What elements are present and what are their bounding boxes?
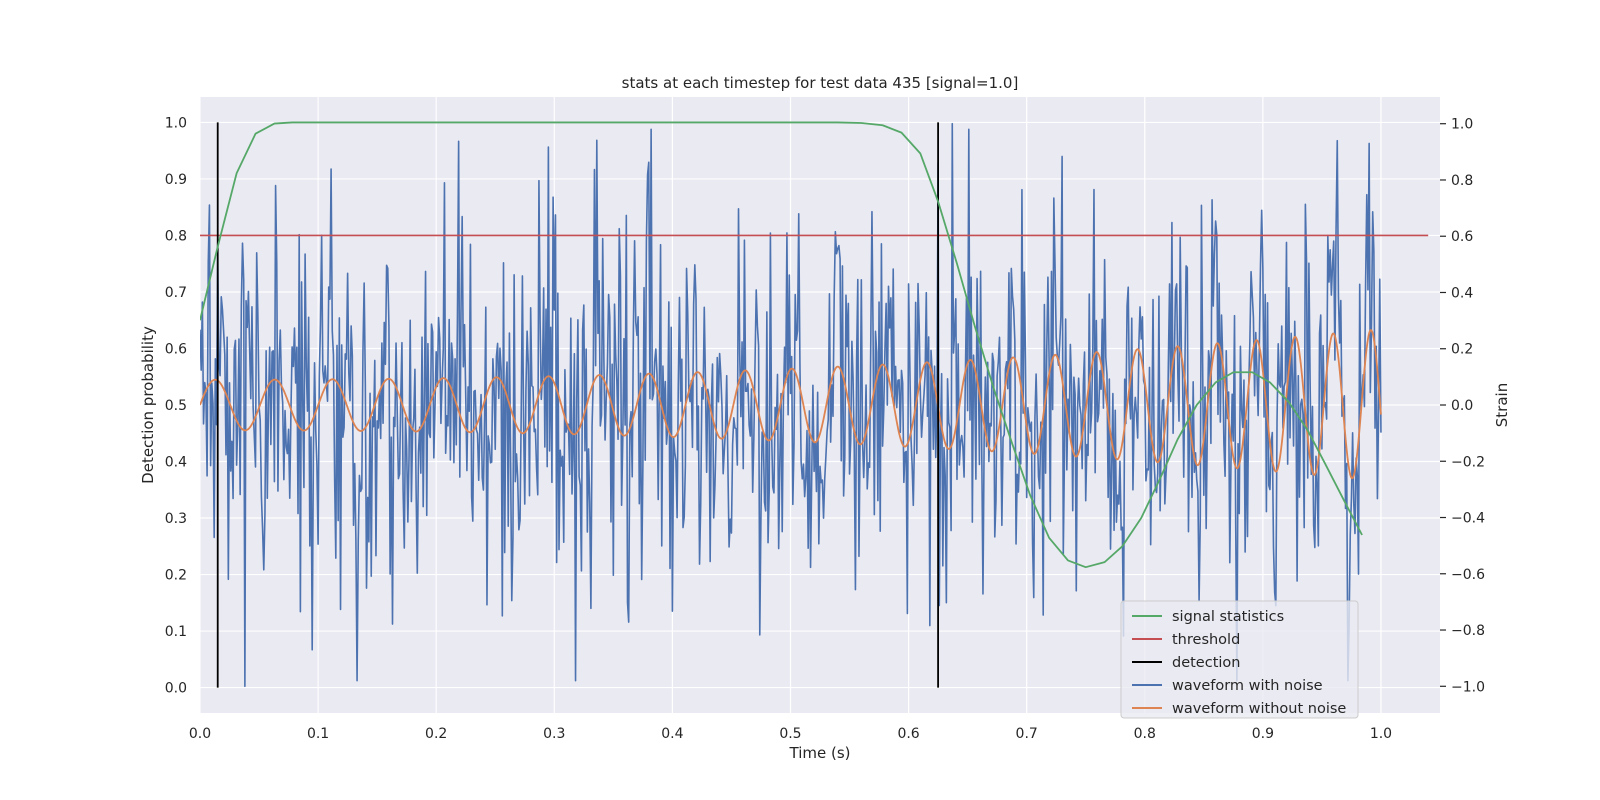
y-axis-ticks-left: 0.0 0.1 0.2 0.3 0.4 0.5 0.6 0.7 0.8 0.9 1.0	[165, 115, 187, 696]
legend-label-detection: detection	[1172, 655, 1240, 671]
y2-tick-label: 0.2	[1451, 342, 1473, 358]
x-tick-label: 0.6	[897, 726, 919, 742]
y2-tick-label: 1.0	[1451, 117, 1473, 133]
x-tick-label: 1.0	[1370, 726, 1392, 742]
x-axis-label: Time (s)	[789, 744, 851, 762]
y-tick-label: 0.0	[165, 681, 187, 697]
x-tick-label: 0.9	[1252, 726, 1274, 742]
y-tick-label: 0.3	[165, 511, 187, 527]
y-tick-label: 0.9	[165, 172, 187, 188]
y2-tick-label: −1.0	[1451, 679, 1485, 695]
legend: signal statistics threshold detection wa…	[1120, 600, 1359, 719]
y2-tick-label: −0.2	[1451, 454, 1485, 470]
legend-label-threshold: threshold	[1172, 632, 1240, 648]
y2-tick-label: −0.6	[1451, 567, 1485, 583]
x-tick-label: 0.3	[543, 726, 565, 742]
y2-tick-label: −0.8	[1451, 623, 1485, 639]
y2-tick-label: 0.6	[1451, 229, 1473, 245]
y-tick-label: 0.7	[165, 285, 187, 301]
x-axis-ticks: 0.0 0.1 0.2 0.3 0.4 0.5 0.6 0.7 0.8 0.9 1.0	[189, 726, 1392, 742]
series-layer	[200, 121, 1429, 688]
legend-box	[1120, 600, 1359, 719]
y2-tick-label: −0.4	[1451, 511, 1485, 527]
y2-tick-label: 0.4	[1451, 285, 1473, 301]
legend-label-waveform-without-noise: waveform without noise	[1172, 701, 1346, 717]
x-tick-label: 0.1	[307, 726, 329, 742]
y-tick-label: 1.0	[165, 115, 187, 131]
y2-tick-label: 0.0	[1451, 398, 1473, 414]
x-tick-label: 0.7	[1016, 726, 1038, 742]
series-waveform-without-noise	[200, 328, 1382, 480]
y-tick-label: 0.6	[165, 341, 187, 357]
legend-label-signal-statistics: signal statistics	[1172, 609, 1284, 625]
y-axis-ticks-right: −1.0 −0.8 −0.6 −0.4 −0.2 0.0 0.2 0.4 0.6 0.8 1.0	[1440, 117, 1485, 695]
y-tick-label: 0.4	[165, 455, 187, 471]
x-tick-label: 0.2	[425, 726, 447, 742]
chart-title: stats at each timestep for test data 435…	[622, 74, 1019, 92]
y-axis-label-left: Detection probability	[139, 326, 157, 484]
y-tick-label: 0.8	[165, 228, 187, 244]
x-tick-label: 0.5	[779, 726, 801, 742]
y-tick-label: 0.2	[165, 568, 187, 584]
y-tick-label: 0.5	[165, 398, 187, 414]
y2-tick-label: 0.8	[1451, 173, 1473, 189]
x-tick-label: 0.4	[661, 726, 683, 742]
x-tick-label: 0.0	[189, 726, 211, 742]
x-tick-label: 0.8	[1134, 726, 1156, 742]
series-signal-statistics	[200, 121, 1363, 569]
y-tick-label: 0.1	[165, 624, 187, 640]
y-axis-label-right: Strain	[1493, 383, 1511, 427]
legend-label-waveform-with-noise: waveform with noise	[1172, 678, 1323, 694]
